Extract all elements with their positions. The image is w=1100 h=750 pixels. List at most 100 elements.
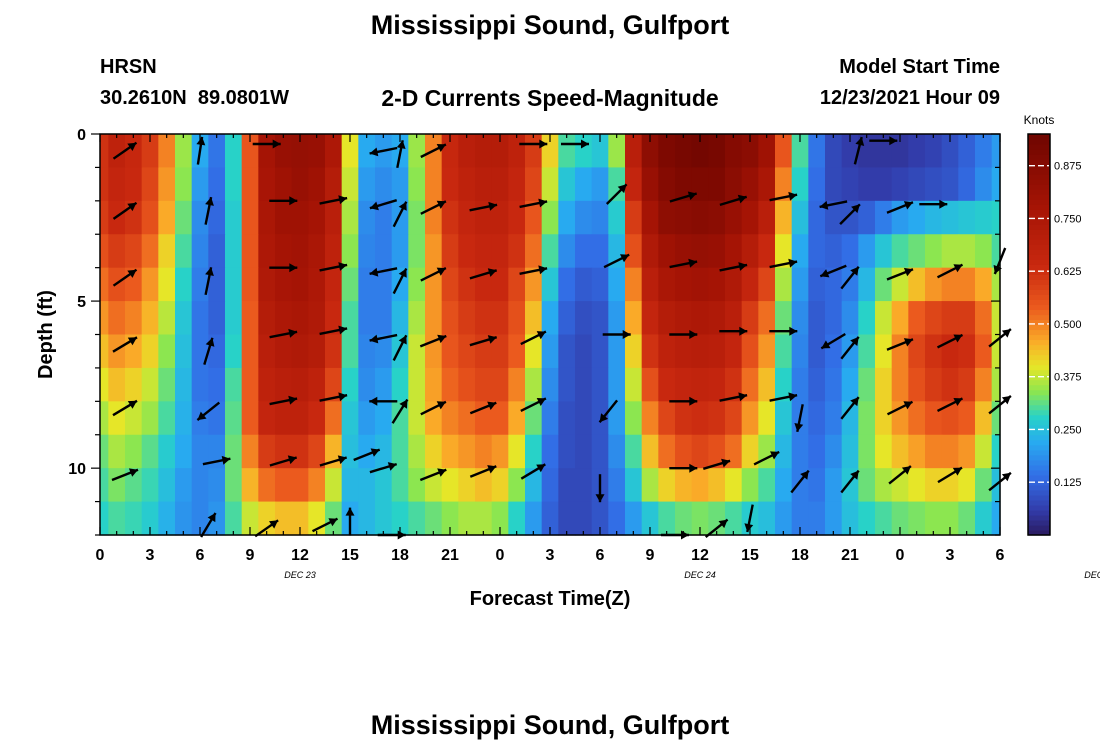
heatmap-cell bbox=[508, 234, 526, 269]
current-vector-arrow bbox=[886, 400, 914, 416]
current-vector-arrow bbox=[790, 469, 810, 494]
heatmap-cell bbox=[675, 167, 693, 202]
heatmap-cell bbox=[341, 167, 359, 202]
heatmap-cell bbox=[358, 200, 376, 235]
current-vector-head bbox=[788, 191, 798, 201]
heatmap-cell bbox=[925, 468, 943, 503]
current-vector-head bbox=[369, 267, 379, 277]
colorbar-segment bbox=[1028, 174, 1050, 180]
heatmap-cell bbox=[475, 234, 493, 269]
heatmap-cell bbox=[641, 434, 659, 469]
current-vector-head bbox=[272, 139, 281, 149]
current-vector-arrow bbox=[840, 336, 860, 360]
heatmap-cell bbox=[775, 167, 793, 202]
current-vector-head bbox=[536, 331, 546, 340]
colorbar-segment bbox=[1028, 364, 1050, 371]
colorbar-segment bbox=[1028, 474, 1050, 481]
heatmap-cell bbox=[941, 200, 959, 235]
heatmap-cell bbox=[341, 301, 359, 336]
heatmap-cell bbox=[341, 334, 359, 369]
heatmap-cell bbox=[375, 167, 393, 202]
heatmap-cell bbox=[358, 267, 376, 302]
heatmap-cell bbox=[225, 334, 243, 369]
current-vector-arrow bbox=[311, 517, 339, 533]
heatmap-cell bbox=[958, 401, 976, 436]
heatmap-cell bbox=[791, 167, 809, 202]
heatmap-cell bbox=[725, 234, 743, 269]
colorbar-segment bbox=[1028, 424, 1050, 431]
colorbar-segment bbox=[1028, 409, 1050, 416]
y-axis-label: Depth (ft) bbox=[35, 290, 57, 379]
heatmap-cell bbox=[575, 200, 593, 235]
current-vector-arrow bbox=[669, 191, 698, 203]
heatmap-cell bbox=[875, 468, 893, 503]
heatmap-cell bbox=[975, 401, 993, 436]
heatmap-cell bbox=[191, 267, 209, 302]
heatmap-cell bbox=[708, 301, 726, 336]
heatmap-cell bbox=[658, 267, 676, 302]
current-vector-arrow bbox=[820, 332, 846, 350]
heatmap-cell bbox=[975, 200, 993, 235]
heatmap-cell bbox=[575, 401, 593, 436]
heatmap-cell bbox=[891, 434, 909, 469]
colorbar-frame bbox=[1027, 133, 1051, 536]
heatmap-cell bbox=[491, 468, 509, 503]
heatmap-cell bbox=[100, 367, 109, 402]
heatmap-cell bbox=[108, 134, 126, 169]
heatmap-cell bbox=[291, 501, 309, 536]
heatmap-cell bbox=[375, 200, 393, 235]
heatmap-cell bbox=[908, 501, 926, 536]
current-vector-head bbox=[738, 262, 748, 271]
heatmap-cell bbox=[108, 367, 126, 402]
current-vector-head bbox=[788, 392, 798, 402]
heatmap-cell bbox=[825, 434, 843, 469]
current-vector-head bbox=[1001, 395, 1011, 405]
heatmap-cell bbox=[158, 367, 176, 402]
heatmap-cell bbox=[658, 401, 676, 436]
heatmap-cell bbox=[775, 434, 793, 469]
current-vector-arrow bbox=[369, 267, 398, 277]
heatmap-cell bbox=[425, 301, 443, 336]
heatmap-cell bbox=[741, 234, 759, 269]
current-vector-head bbox=[197, 411, 207, 421]
current-vector-head bbox=[1001, 329, 1011, 338]
current-vector-head bbox=[850, 397, 859, 407]
heatmap-cell bbox=[441, 434, 459, 469]
heatmap-cell bbox=[341, 267, 359, 302]
heatmap-cell bbox=[758, 134, 776, 169]
heatmap-cell bbox=[491, 167, 509, 202]
heatmap-cell bbox=[758, 167, 776, 202]
heatmap-cell bbox=[158, 234, 176, 269]
current-vector-head bbox=[127, 400, 137, 409]
heatmap-cell bbox=[325, 334, 343, 369]
heatmap-cell bbox=[808, 167, 826, 202]
y-tick-label: 0 bbox=[77, 127, 86, 144]
heatmap-cell bbox=[208, 501, 226, 536]
current-vector-arrow bbox=[702, 458, 731, 470]
heatmap-cell bbox=[775, 134, 793, 169]
heatmap-cell bbox=[141, 134, 159, 169]
x-tick-label: 0 bbox=[96, 547, 105, 564]
heatmap-cell bbox=[408, 167, 426, 202]
heatmap-cell bbox=[325, 267, 343, 302]
heatmap-cell bbox=[825, 234, 843, 269]
current-vector-arrow bbox=[853, 136, 865, 165]
x-axis-label: Forecast Time(Z) bbox=[470, 588, 631, 610]
heatmap-cell bbox=[341, 434, 359, 469]
heatmap-cell bbox=[841, 267, 859, 302]
heatmap-cell bbox=[491, 200, 509, 235]
current-vector-head bbox=[196, 136, 206, 146]
colorbar-segment bbox=[1028, 189, 1050, 195]
heatmap-cell bbox=[908, 434, 926, 469]
heatmap-cell bbox=[908, 334, 926, 369]
heatmap-cell bbox=[408, 134, 426, 169]
heatmap-cell bbox=[291, 200, 309, 235]
heatmap-cell bbox=[108, 301, 126, 336]
colorbar-segment bbox=[1028, 444, 1050, 451]
heatmap-cell bbox=[141, 501, 159, 536]
heatmap-cell bbox=[541, 468, 559, 503]
heatmap-cell bbox=[741, 267, 759, 302]
heatmap-cell bbox=[191, 234, 209, 269]
heatmap-cell bbox=[591, 267, 609, 302]
heatmap-cell bbox=[191, 334, 209, 369]
